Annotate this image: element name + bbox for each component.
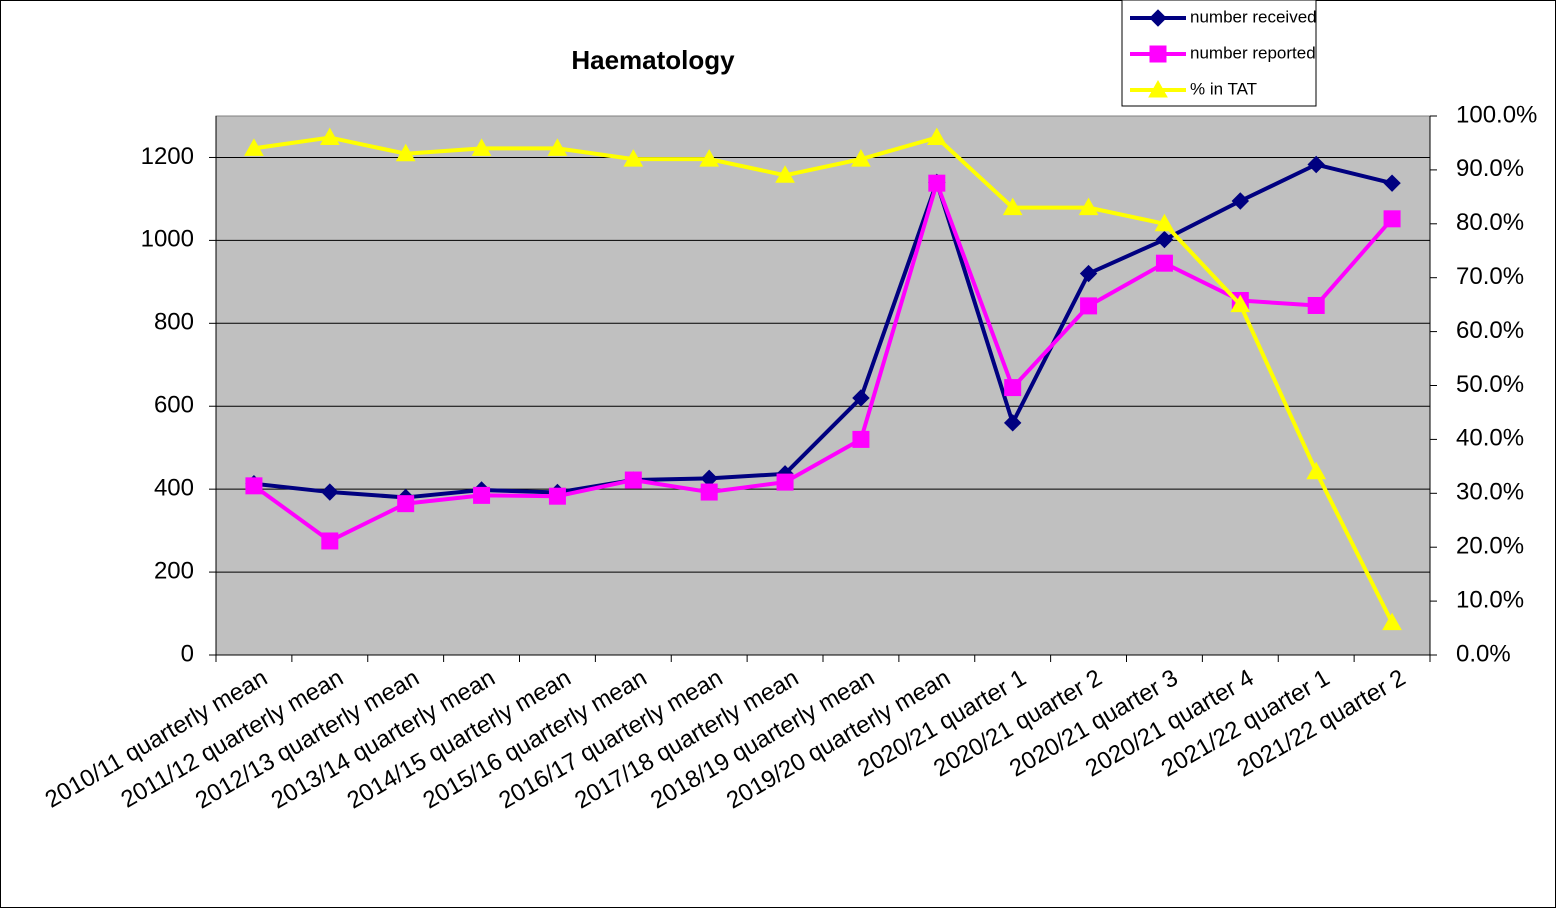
data-point bbox=[1383, 210, 1401, 228]
data-point bbox=[1155, 230, 1174, 249]
data-point bbox=[1382, 612, 1402, 631]
data-point bbox=[852, 389, 870, 407]
y2-tick-label: 30.0% bbox=[1456, 479, 1524, 506]
data-point bbox=[1383, 174, 1401, 192]
y2-tick-label: 10.0% bbox=[1456, 586, 1524, 613]
data-point bbox=[1231, 192, 1250, 210]
data-point bbox=[623, 149, 644, 167]
data-point bbox=[1004, 379, 1022, 397]
legend-marker bbox=[1148, 79, 1168, 98]
data-point bbox=[851, 149, 871, 167]
y-tick-label: 800 bbox=[154, 309, 194, 336]
data-point bbox=[395, 143, 416, 162]
data-point bbox=[1003, 414, 1022, 432]
data-point bbox=[1079, 264, 1098, 283]
y2-tick-label: 40.0% bbox=[1456, 425, 1524, 452]
data-point bbox=[1078, 197, 1099, 216]
y2-tick-label: 50.0% bbox=[1456, 371, 1524, 398]
data-point bbox=[1307, 155, 1325, 174]
y-tick-label: 400 bbox=[154, 474, 194, 501]
chart-title: Haematology bbox=[571, 45, 735, 75]
y2-tick-label: 20.0% bbox=[1456, 533, 1524, 560]
data-point bbox=[473, 486, 491, 504]
y-tick-label: 0 bbox=[181, 640, 194, 667]
legend-marker bbox=[1149, 9, 1167, 27]
y-tick-label: 200 bbox=[154, 557, 194, 584]
legend-marker bbox=[1149, 45, 1167, 63]
data-point bbox=[700, 483, 718, 501]
data-point bbox=[1307, 296, 1325, 314]
y2-tick-label: 90.0% bbox=[1456, 155, 1524, 182]
data-point bbox=[699, 149, 720, 167]
data-point bbox=[926, 127, 947, 146]
data-point bbox=[1154, 213, 1175, 232]
y2-tick-label: 0.0% bbox=[1456, 640, 1511, 667]
data-point bbox=[776, 473, 794, 491]
legend-label: number reported bbox=[1190, 43, 1316, 62]
y2-tick-label: 80.0% bbox=[1456, 209, 1524, 236]
data-point bbox=[852, 430, 870, 448]
data-point bbox=[928, 174, 946, 192]
series-line bbox=[253, 162, 1393, 500]
data-point bbox=[1002, 197, 1023, 216]
y2-tick-label: 100.0% bbox=[1456, 101, 1537, 128]
y-tick-label: 1000 bbox=[141, 226, 194, 253]
data-point bbox=[1080, 297, 1098, 315]
legend-label: % in TAT bbox=[1190, 79, 1257, 98]
series-line bbox=[252, 181, 1394, 543]
data-point bbox=[244, 138, 264, 156]
data-point bbox=[471, 138, 492, 156]
data-point bbox=[548, 487, 566, 505]
data-point bbox=[397, 495, 415, 513]
series-line bbox=[253, 135, 1394, 624]
y2-tick-label: 70.0% bbox=[1456, 263, 1524, 290]
data-point bbox=[319, 127, 340, 146]
data-point bbox=[775, 165, 795, 183]
y2-tick-label: 60.0% bbox=[1456, 317, 1524, 344]
data-point bbox=[321, 532, 339, 550]
data-point bbox=[624, 471, 642, 489]
legend-label: number received bbox=[1190, 7, 1317, 26]
data-point bbox=[1230, 294, 1251, 313]
data-point bbox=[245, 477, 263, 495]
data-point bbox=[1155, 254, 1173, 272]
data-point bbox=[321, 483, 339, 501]
y-tick-label: 600 bbox=[154, 392, 194, 419]
y-tick-label: 1200 bbox=[141, 143, 194, 170]
data-point bbox=[547, 138, 568, 156]
data-point bbox=[1306, 461, 1327, 480]
